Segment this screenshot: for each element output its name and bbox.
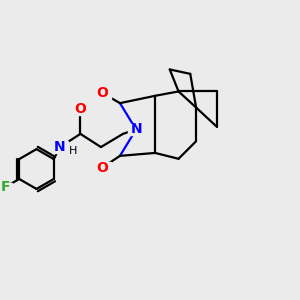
Bar (128, 124, 144, 135)
Text: O: O (97, 86, 108, 100)
Text: N: N (130, 122, 142, 136)
Text: O: O (74, 102, 86, 116)
Bar (0, 182, 12, 192)
Text: N: N (54, 140, 66, 154)
Text: F: F (1, 180, 10, 194)
Bar (72, 103, 88, 115)
Bar (94, 162, 111, 173)
Bar (52, 141, 68, 153)
Text: H: H (69, 146, 77, 156)
Text: O: O (97, 160, 108, 175)
Bar (94, 87, 111, 99)
